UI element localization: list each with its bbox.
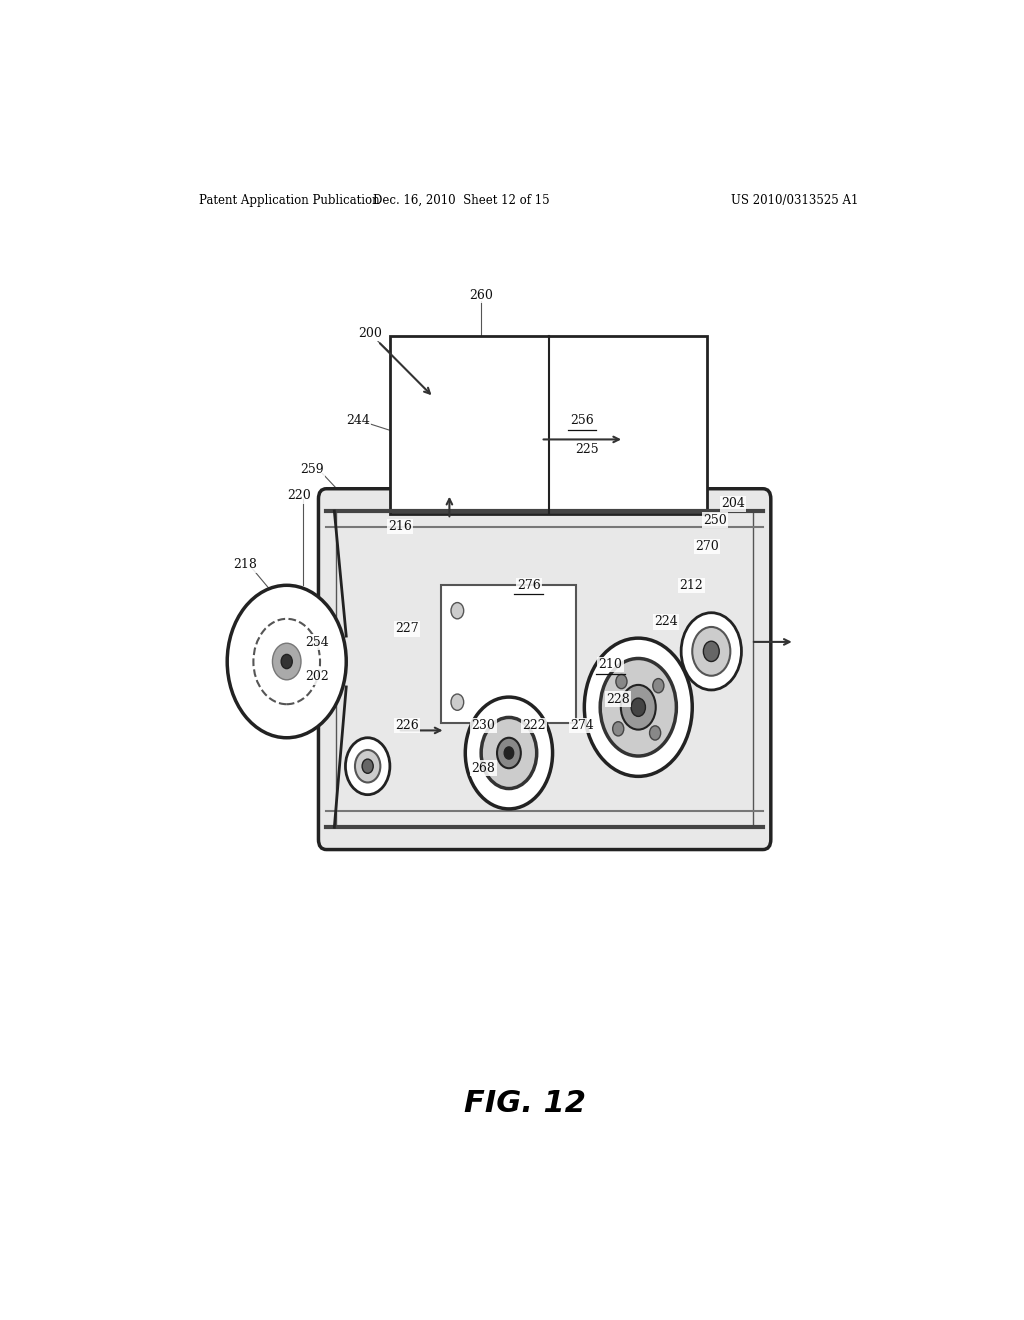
Circle shape: [615, 675, 627, 689]
Circle shape: [253, 619, 321, 704]
Circle shape: [621, 685, 655, 730]
Text: 204: 204: [721, 498, 744, 511]
Text: 228: 228: [606, 693, 630, 706]
Text: 256: 256: [570, 414, 594, 428]
FancyBboxPatch shape: [318, 488, 771, 850]
Circle shape: [362, 759, 373, 774]
Circle shape: [497, 738, 521, 768]
Circle shape: [681, 612, 741, 690]
Text: US 2010/0313525 A1: US 2010/0313525 A1: [731, 194, 858, 207]
Text: 212: 212: [680, 578, 703, 591]
Circle shape: [652, 678, 664, 693]
Text: 268: 268: [472, 762, 496, 775]
Text: 259: 259: [300, 463, 324, 477]
Circle shape: [345, 738, 390, 795]
Text: 222: 222: [522, 719, 546, 733]
Text: FIG. 12: FIG. 12: [464, 1089, 586, 1118]
Text: 244: 244: [346, 414, 370, 428]
Circle shape: [504, 747, 514, 759]
Bar: [441, 585, 577, 722]
Text: 260: 260: [469, 289, 494, 302]
Circle shape: [465, 697, 553, 809]
Circle shape: [631, 698, 645, 717]
Circle shape: [451, 602, 464, 619]
Circle shape: [355, 750, 380, 783]
Text: 250: 250: [703, 513, 727, 527]
Text: 274: 274: [570, 719, 594, 733]
Text: 218: 218: [233, 558, 257, 572]
Bar: [336, 511, 754, 828]
Bar: [390, 337, 708, 515]
Text: Dec. 16, 2010  Sheet 12 of 15: Dec. 16, 2010 Sheet 12 of 15: [373, 194, 550, 207]
Circle shape: [227, 585, 346, 738]
Circle shape: [282, 655, 292, 669]
Text: 254: 254: [305, 636, 329, 648]
Text: 220: 220: [288, 490, 311, 503]
Text: 230: 230: [472, 719, 496, 733]
Text: 225: 225: [574, 442, 598, 455]
Circle shape: [585, 638, 692, 776]
Text: 276: 276: [517, 578, 541, 591]
Text: 226: 226: [395, 719, 419, 733]
Text: 224: 224: [654, 615, 678, 628]
Circle shape: [272, 643, 301, 680]
Circle shape: [481, 718, 537, 788]
Circle shape: [451, 694, 464, 710]
Text: 210: 210: [599, 659, 623, 671]
Circle shape: [600, 659, 677, 756]
Circle shape: [692, 627, 730, 676]
Text: 202: 202: [305, 671, 329, 684]
Circle shape: [703, 642, 719, 661]
Text: 270: 270: [695, 540, 719, 553]
Circle shape: [649, 726, 660, 741]
Text: 200: 200: [358, 327, 382, 339]
Text: 227: 227: [395, 623, 419, 635]
Circle shape: [612, 722, 624, 737]
Text: 216: 216: [388, 520, 412, 533]
Text: Patent Application Publication: Patent Application Publication: [200, 194, 380, 207]
